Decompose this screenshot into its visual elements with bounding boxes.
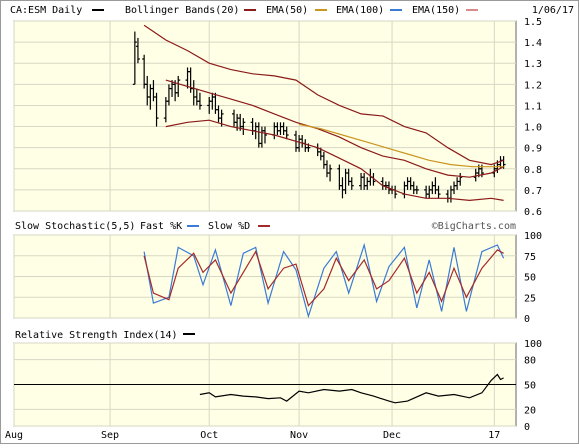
y-tick-label: 1.0 xyxy=(524,123,542,134)
y-tick-label: 1.2 xyxy=(524,80,542,91)
y-tick-label: 0.8 xyxy=(524,165,542,176)
y-tick-label: 0.6 xyxy=(524,207,542,218)
x-tick-label: Sep xyxy=(101,430,119,441)
y-tick-label: 80 xyxy=(524,356,536,367)
stochastic-legend: Slow Stochastic(5,5) Fast %K Slow %D ©Bi… xyxy=(15,221,516,232)
rsi-legend: Relative Strength Index(14) xyxy=(15,330,195,341)
x-tick-label: 17 xyxy=(488,430,500,441)
x-tick-label: Oct xyxy=(200,430,218,441)
y-tick-label: 1.5 xyxy=(524,17,542,28)
y-tick-label: 0.9 xyxy=(524,144,542,155)
rsi-line xyxy=(199,373,504,404)
price-legend: CA:ESM Daily Bollinger Bands(20) EMA(50)… xyxy=(10,5,574,16)
slow-d-line xyxy=(143,249,504,307)
y-tick-label: 25 xyxy=(524,293,536,304)
legend-ema150-label: EMA(150) xyxy=(412,5,460,16)
y-tick-label: 100 xyxy=(524,231,542,242)
date-label: 1/06/17 xyxy=(532,5,574,16)
price-panel xyxy=(13,20,517,212)
x-tick-label: Aug xyxy=(5,430,23,441)
chart-title: CA:ESM Daily xyxy=(10,5,82,16)
x-tick-label: Dec xyxy=(383,430,401,441)
legend-fast-k-label: Fast %K xyxy=(140,221,182,232)
legend-slow-d-label: Slow %D xyxy=(208,221,250,232)
y-tick-label: 50 xyxy=(524,381,536,392)
y-tick-label: 50 xyxy=(524,273,536,284)
y-tick-label: 1.3 xyxy=(524,59,542,70)
stochastic-y-tick-labels: 100 75 50 25 0 xyxy=(524,231,542,325)
bollinger-upper-line xyxy=(143,24,504,166)
y-tick-label: 20 xyxy=(524,405,536,416)
price-bars xyxy=(132,31,506,203)
ema50-line xyxy=(298,123,504,168)
watermark: ©BigCharts.com xyxy=(432,221,516,232)
y-tick-label: 0.7 xyxy=(524,186,542,197)
rsi-y-tick-labels: 100 80 50 20 0 xyxy=(524,339,542,433)
rsi-lines xyxy=(14,373,516,404)
y-tick-label: 100 xyxy=(524,339,542,350)
stochastic-title: Slow Stochastic(5,5) xyxy=(15,221,135,232)
price-y-tick-labels: 1.5 1.4 1.3 1.2 1.1 1.0 0.9 0.8 0.7 0.6 xyxy=(524,17,542,218)
bollinger-middle-line xyxy=(165,79,504,178)
y-tick-label: 1.1 xyxy=(524,101,542,112)
y-tick-label: 1.4 xyxy=(524,38,542,49)
bollinger-lower-line xyxy=(165,119,504,202)
legend-bollinger-label: Bollinger Bands(20) xyxy=(125,5,239,16)
x-axis: Aug Sep Oct Nov Dec 17 xyxy=(5,430,500,441)
price-grid xyxy=(13,20,516,212)
stochastic-grid xyxy=(13,234,516,319)
x-tick-label: Nov xyxy=(290,430,308,441)
legend-ema100-label: EMA(100) xyxy=(336,5,384,16)
stochastic-lines xyxy=(143,242,505,319)
legend-ema50-label: EMA(50) xyxy=(266,5,308,16)
price-overlays xyxy=(143,24,504,202)
y-tick-label: 75 xyxy=(524,252,536,263)
y-tick-label: 0 xyxy=(524,314,530,325)
y-tick-label: 0 xyxy=(524,422,530,433)
rsi-title: Relative Strength Index(14) xyxy=(15,330,178,341)
